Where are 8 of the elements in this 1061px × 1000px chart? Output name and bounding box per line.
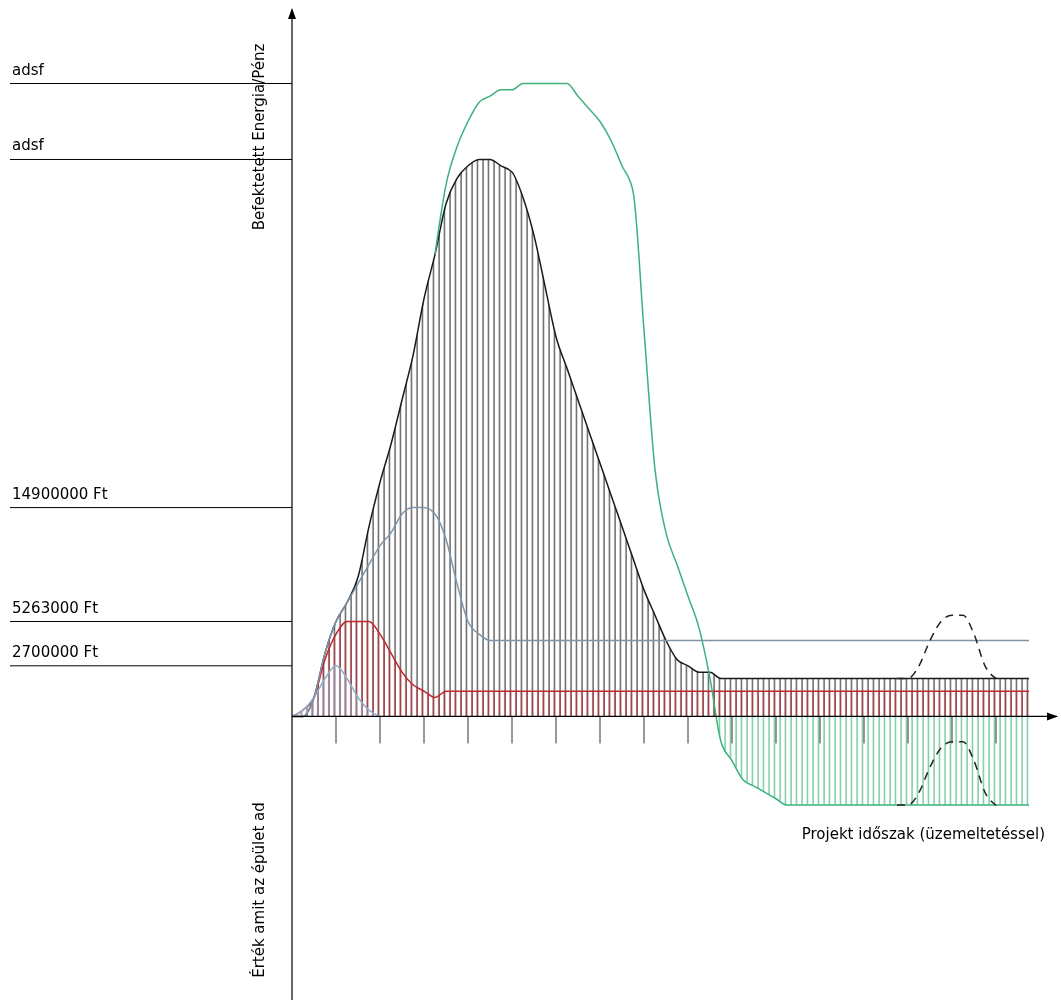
y-axis-title: Befektetett Energia/Pénz	[250, 43, 268, 231]
ref-line-label: 14900000 Ft	[12, 484, 108, 503]
text: Érték amit az épület ad	[249, 802, 268, 978]
ref-line-label: adsf	[12, 136, 45, 155]
x-axis-title: Projekt időszak (üzemeltetéssel)	[801, 825, 1045, 844]
ref-line-label: 2700000 Ft	[12, 642, 99, 661]
ref-line-label: 5263000 Ft	[12, 598, 99, 617]
ref-line-label: adsf	[12, 60, 45, 79]
